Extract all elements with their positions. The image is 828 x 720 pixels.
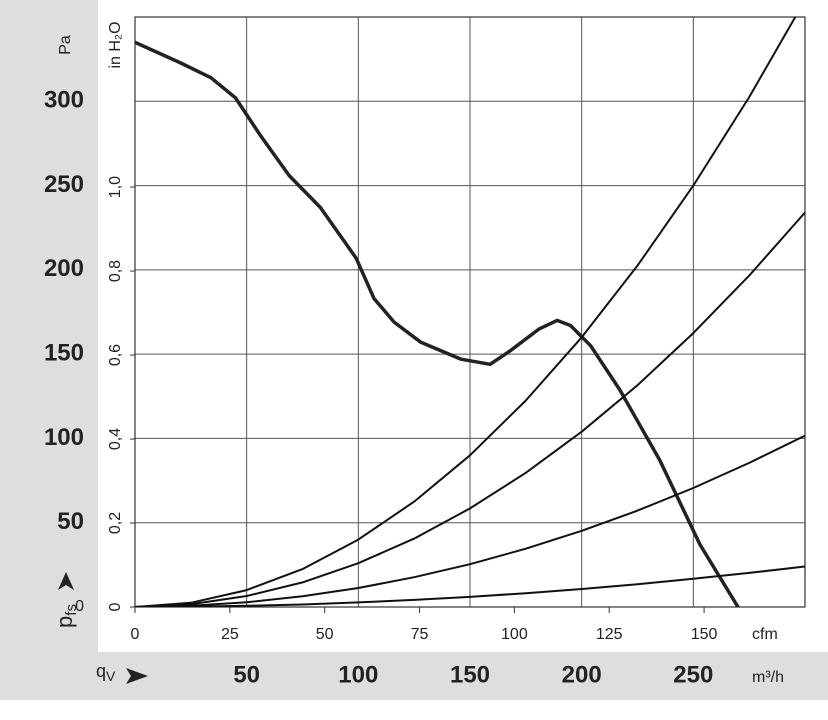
y-label: pfs (52, 604, 80, 628)
x-tick-label: 150 (450, 661, 490, 688)
curve (135, 565, 805, 607)
series-group (135, 17, 805, 607)
y-unit: Pa (57, 35, 74, 55)
y2-tick-label: 1,0 (107, 176, 124, 198)
y2-tick-label: 0 (107, 602, 124, 611)
x2-tick-label: 150 (691, 626, 718, 643)
x2-tick-label: 75 (411, 626, 429, 643)
y-tick-label: 100 (44, 424, 84, 451)
curve (135, 17, 797, 607)
y2-tick-label: 0,4 (107, 428, 124, 450)
x-tick-label: 200 (562, 661, 602, 688)
curve (135, 434, 805, 607)
y-tick-label: 0 (75, 598, 84, 615)
curve (135, 40, 740, 607)
left-panel (0, 0, 98, 652)
x-label-sub: V (106, 668, 116, 684)
x2-tick-label: 100 (501, 626, 528, 643)
y-label-sub: fs (63, 604, 80, 616)
y-tick-label: 200 (44, 255, 84, 282)
y2-tick-label: 0,2 (107, 512, 124, 534)
y2-unit: in H₂O (107, 21, 124, 68)
y-tick-label: 50 (57, 508, 84, 535)
x2-tick-label: 125 (596, 626, 623, 643)
x2-tick-label: 0 (131, 626, 140, 643)
x2-tick-label: 25 (221, 626, 239, 643)
x-tick-label: 250 (673, 661, 713, 688)
x-label-main: q (96, 661, 106, 681)
x2-tick-label: 50 (316, 626, 334, 643)
x2-unit: cfm (752, 626, 778, 643)
y-tick-label: 300 (44, 87, 84, 114)
y-tick-label: 150 (44, 339, 84, 366)
y-label-main: p (52, 616, 77, 628)
x-tick-label: 100 (338, 661, 378, 688)
x-unit: m³/h (752, 669, 784, 686)
x-arrow (126, 668, 148, 684)
x-label: qV (96, 661, 116, 684)
x-tick-label: 50 (233, 661, 260, 688)
y2-tick-label: 0,8 (107, 260, 124, 282)
plot-frame (134, 16, 806, 608)
y-arrow (58, 572, 74, 590)
y-tick-label: 250 (44, 171, 84, 198)
curve (135, 211, 805, 607)
y2-tick-label: 0,6 (107, 344, 124, 366)
